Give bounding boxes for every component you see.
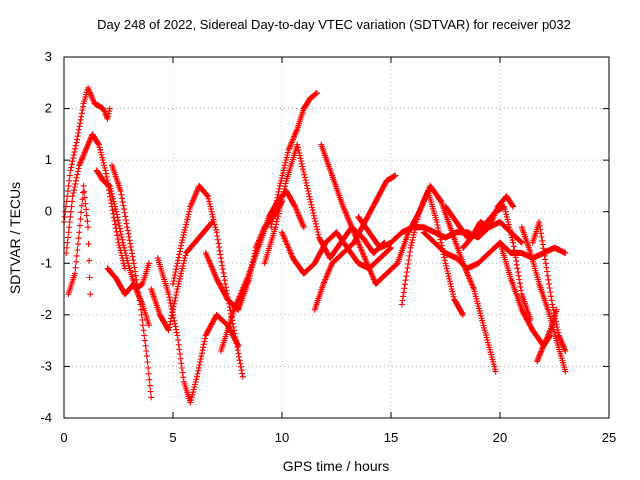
data-point-markers: [170, 182, 246, 380]
y-tick-label: 0: [45, 204, 52, 219]
satellite-track-3: [65, 182, 94, 298]
y-tick-label: -2: [40, 307, 52, 322]
y-tick-label: -3: [40, 358, 52, 373]
satellite-track-6: [104, 265, 152, 329]
x-axis-label: GPS time / hours: [283, 458, 390, 474]
grid-lines: [64, 57, 609, 418]
data-point-markers: [104, 265, 152, 329]
data-point-markers: [459, 193, 517, 251]
data-point-markers: [65, 182, 94, 298]
satellite-track-25: [534, 306, 560, 365]
x-tick-label: 15: [384, 430, 398, 445]
x-tick-label: 5: [169, 430, 176, 445]
satellite-track-12: [268, 90, 320, 231]
satellite-track-4: [93, 167, 152, 293]
data-point-markers: [398, 188, 466, 318]
x-tick-label: 0: [60, 430, 67, 445]
y-tick-label: 1: [45, 152, 52, 167]
y-tick-label: -1: [40, 255, 52, 270]
data-point-markers: [311, 172, 399, 313]
x-tick-label: 25: [602, 430, 616, 445]
chart-title: Day 248 of 2022, Sidereal Day-to-day VTE…: [97, 17, 571, 32]
x-tick-label: 20: [493, 430, 507, 445]
satellite-track-18: [398, 188, 466, 318]
satellite-track-7: [148, 219, 216, 334]
satellite-track-15: [311, 172, 399, 313]
data-point-markers: [93, 167, 152, 293]
y-tick-label: 2: [45, 101, 52, 116]
data-point-markers: [534, 306, 560, 365]
x-tick-label: 10: [275, 430, 289, 445]
satellite-track-2: [63, 131, 128, 272]
plot-area-frame: [63, 56, 610, 419]
y-tick-label: 3: [45, 49, 52, 64]
data-point-markers: [63, 131, 128, 272]
y-tick-label: -4: [40, 410, 52, 425]
satellite-track-9: [170, 182, 246, 380]
data-marks: [61, 84, 569, 406]
data-point-markers: [148, 219, 216, 334]
y-axis-label: SDTVAR / TECUs: [7, 182, 23, 294]
satellite-track-21: [459, 193, 517, 251]
data-point-markers: [268, 90, 320, 231]
